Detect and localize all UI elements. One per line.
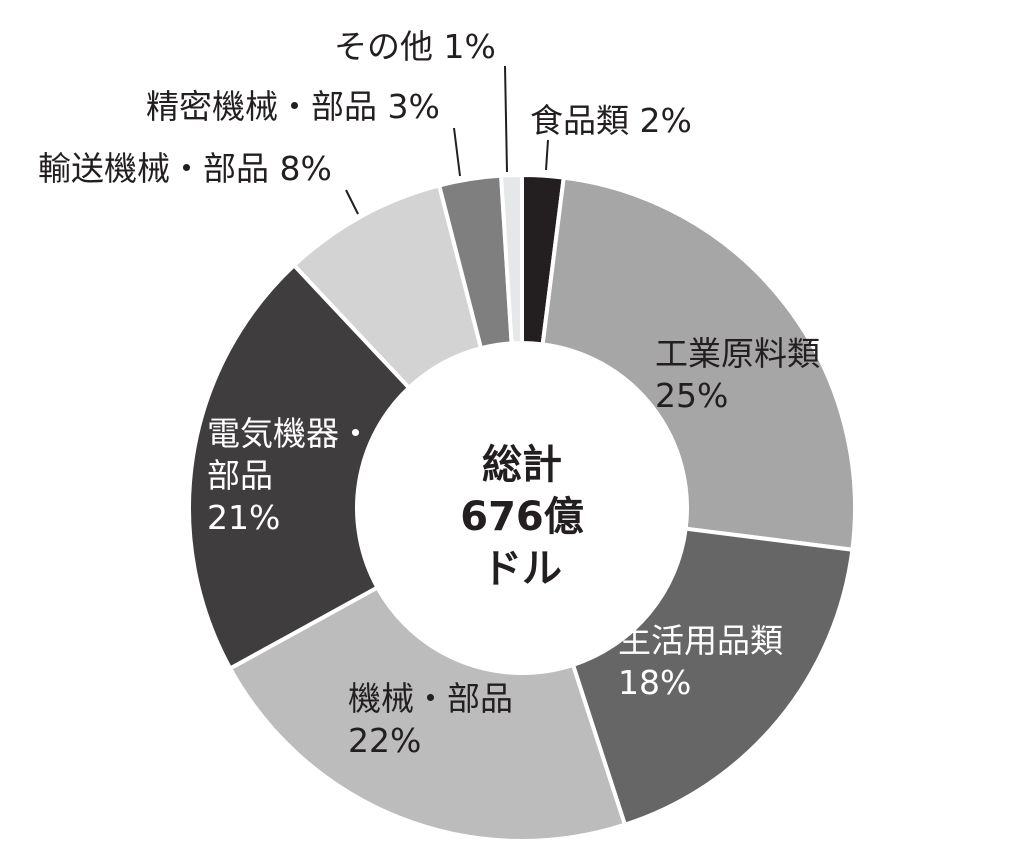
- slice-label-4-line-2: 21%: [207, 498, 280, 537]
- leader-line-0: [545, 139, 549, 171]
- center-line-1: 総計: [482, 442, 562, 488]
- slice-2: [570, 526, 855, 828]
- slices-group: [187, 172, 857, 843]
- center-line-3: ドル: [482, 546, 562, 592]
- slice-label-4-line-1: 部品: [207, 456, 273, 495]
- slice-label-1-line-1: 25%: [655, 376, 728, 415]
- slice-label-4-line-0: 電気機器・: [207, 414, 372, 453]
- slice-label-2-line-0: 生活用品類: [618, 621, 783, 660]
- leader-line-5: [345, 189, 359, 215]
- slice-label-0-line-0: 食品類 2%: [530, 101, 692, 140]
- slice-3: [227, 584, 628, 843]
- leader-line-7: [504, 65, 508, 173]
- slice-label-5-line-0: 輸送機械・部品 8%: [38, 149, 332, 188]
- slice-label-1-line-0: 工業原料類: [655, 334, 820, 373]
- center-line-2: 676億: [460, 494, 584, 540]
- slice-label-2-line-1: 18%: [618, 663, 691, 702]
- center-label-group: 総計 676億 ドル: [460, 442, 584, 592]
- slice-label-3-line-1: 22%: [348, 721, 421, 760]
- leader-lines-group: [345, 65, 549, 215]
- slice-7: [498, 172, 524, 346]
- slice-label-7-line-0: その他 1%: [334, 27, 496, 66]
- slice-1: [540, 175, 857, 552]
- leader-line-6: [453, 127, 461, 177]
- slice-label-6-line-0: 精密機械・部品 3%: [146, 87, 440, 126]
- slice-label-3-line-0: 機械・部品: [348, 679, 513, 718]
- slice-4: [187, 262, 412, 672]
